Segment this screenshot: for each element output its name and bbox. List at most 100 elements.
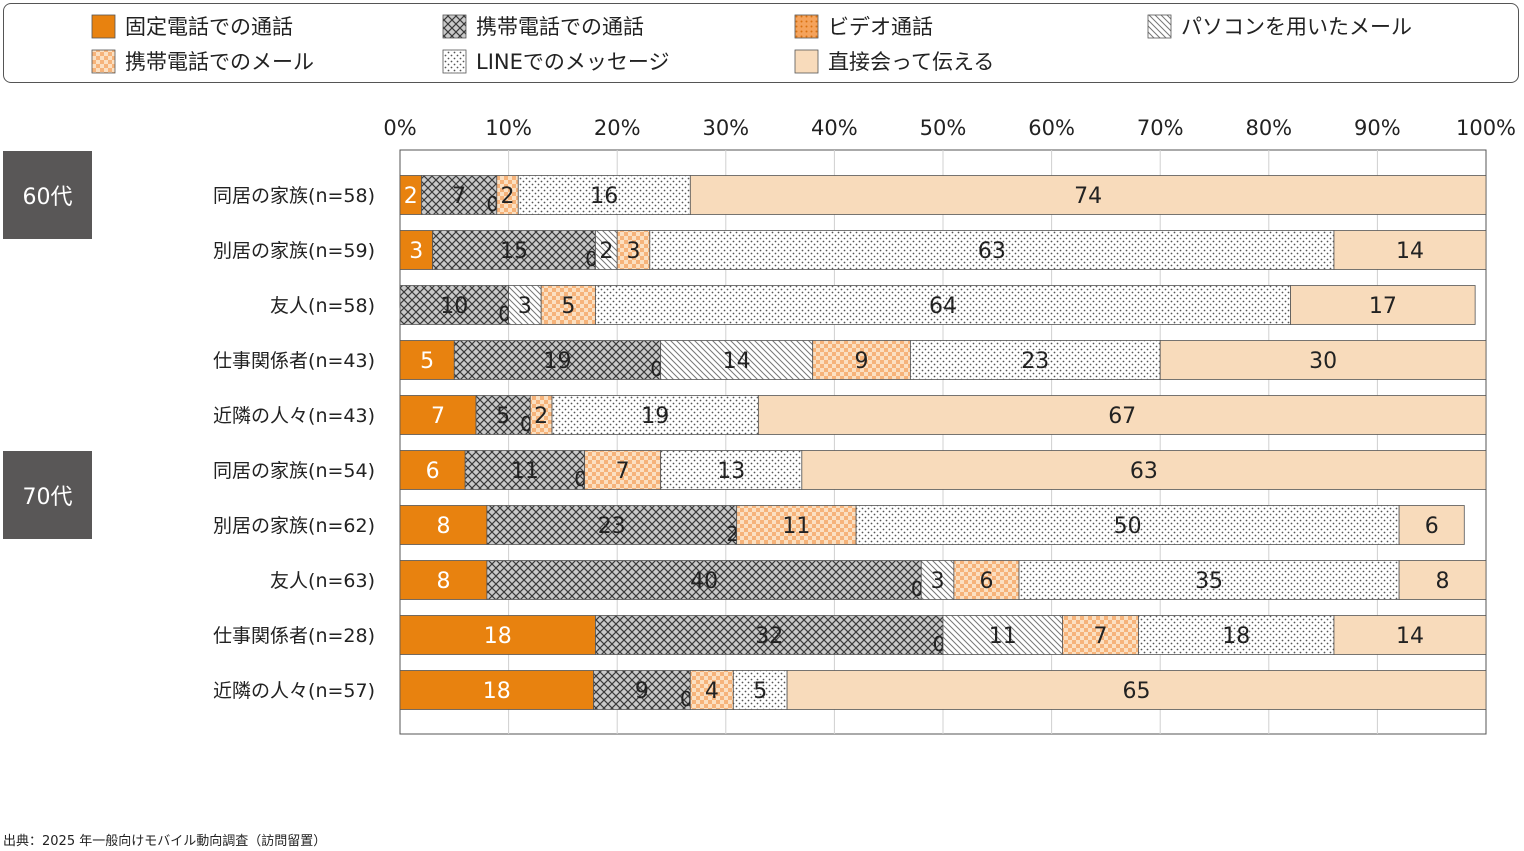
bar-segment xyxy=(689,670,734,710)
segment-value-label: 0 xyxy=(390,302,403,326)
segment-value-label: 4 xyxy=(705,679,719,704)
legend-item: パソコンを用いたメール xyxy=(1147,14,1412,39)
bar-segment xyxy=(1398,560,1487,600)
segment-value-label: 2 xyxy=(501,184,515,209)
bar-segment xyxy=(486,505,738,545)
legend xyxy=(3,3,1519,83)
bar-segment xyxy=(1062,615,1139,655)
bar-segment xyxy=(399,340,455,380)
segment-value-label: 11 xyxy=(782,514,810,539)
segment-value-label: 65 xyxy=(1123,679,1151,704)
segment-value-label: 3 xyxy=(518,294,532,319)
bar-segment xyxy=(786,670,1487,710)
legend-label: 携帯電話でのメール xyxy=(125,50,314,74)
bar-segment xyxy=(399,670,594,710)
segment-value-label: 63 xyxy=(1130,459,1158,484)
bar-segment xyxy=(399,230,433,270)
segment-value-label: 8 xyxy=(1436,569,1450,594)
legend-label: LINEでのメッセージ xyxy=(476,50,669,74)
segment-value-label: 0 xyxy=(933,632,946,656)
segment-value-label: 2 xyxy=(404,184,418,209)
bar-segment xyxy=(399,450,466,490)
category-label: 別居の家族(n=62) xyxy=(213,515,375,537)
bar-segment xyxy=(1159,340,1487,380)
category-label: 同居の家族(n=54) xyxy=(213,460,375,482)
bar-segment xyxy=(1018,560,1400,600)
bar-segment xyxy=(421,175,498,215)
bar-segment xyxy=(517,175,691,215)
legend-item: ビデオ通話 xyxy=(794,14,933,39)
category-label: 近隣の人々(n=43) xyxy=(213,405,375,427)
bar-row: 同居の家族(n=54)6110071363 xyxy=(213,450,1487,491)
segment-value-label: 14 xyxy=(1396,239,1424,264)
segment-value-label: 13 xyxy=(717,459,745,484)
segment-value-label: 2 xyxy=(599,239,613,264)
bar-row: 近隣の人々(n=43)750021967 xyxy=(213,395,1487,436)
bar-segment xyxy=(801,450,1487,490)
segment-value-label: 2 xyxy=(534,404,548,429)
segment-value-label: 19 xyxy=(641,404,669,429)
bar-segment xyxy=(689,175,1487,215)
bar-segment xyxy=(595,285,1291,325)
bar-segment xyxy=(453,340,662,380)
category-label: 同居の家族(n=58) xyxy=(213,185,375,207)
segment-value-label: 6 xyxy=(979,569,993,594)
segment-value-label: 18 xyxy=(483,679,511,704)
bar-segment xyxy=(1333,615,1487,655)
segment-value-label: 14 xyxy=(723,349,751,374)
segment-value-label: 64 xyxy=(929,294,957,319)
segment-value-label: 74 xyxy=(1074,184,1102,209)
segment-value-label: 23 xyxy=(1021,349,1049,374)
segment-value-label: 7 xyxy=(452,184,466,209)
legend-item: 携帯電話での通話 xyxy=(442,14,644,39)
segment-value-label: 5 xyxy=(420,349,434,374)
x-tick-label: 30% xyxy=(702,116,749,140)
legend-swatch xyxy=(442,14,467,39)
bar-segment xyxy=(399,615,596,655)
legend-item: 携帯電話でのメール xyxy=(91,49,314,74)
bar-segment xyxy=(812,340,911,380)
legend-label: 携帯電話での通話 xyxy=(476,15,644,39)
bar-segment xyxy=(584,450,662,490)
segment-value-label: 8 xyxy=(436,514,450,539)
bar-segment xyxy=(486,560,922,600)
category-label: 友人(n=58) xyxy=(270,295,375,317)
x-tick-label: 50% xyxy=(920,116,967,140)
segment-value-label: 2 xyxy=(726,522,739,546)
segment-value-label: 0 xyxy=(911,577,924,601)
segment-value-label: 0 xyxy=(574,467,587,491)
x-tick-label: 40% xyxy=(811,116,858,140)
segment-value-label: 15 xyxy=(500,239,528,264)
segment-value-label: 63 xyxy=(978,239,1006,264)
bar-row: 別居の家族(n=59) 3 15 0 2 3 63 14 xyxy=(213,230,1487,271)
segment-value-label: 6 xyxy=(426,459,440,484)
segment-value-label: 0 xyxy=(520,412,533,436)
bar-segment xyxy=(432,230,596,270)
x-tick-label: 90% xyxy=(1354,116,1401,140)
bar-row: 近隣の人々(n=57)189004565 xyxy=(213,670,1487,711)
segment-value-label: 17 xyxy=(1369,294,1397,319)
bar-segment xyxy=(508,285,542,325)
segment-value-label: 30 xyxy=(1309,349,1337,374)
legend-item: 固定電話での通話 xyxy=(91,14,293,39)
legend-label: 直接会って伝える xyxy=(828,50,994,74)
segment-value-label: 3 xyxy=(931,569,945,594)
legend-label: 固定電話での通話 xyxy=(125,15,293,39)
bar-segment xyxy=(855,505,1400,545)
legend-swatch xyxy=(442,49,467,74)
legend-label: パソコンを用いたメール xyxy=(1181,15,1412,39)
segment-value-label: 19 xyxy=(543,349,571,374)
bar-segment xyxy=(910,340,1161,380)
legend-swatch xyxy=(91,49,116,74)
segment-value-label: 5 xyxy=(753,679,767,704)
segment-value-label: 11 xyxy=(989,624,1017,649)
segment-value-label: 8 xyxy=(436,569,450,594)
segment-value-label: 0 xyxy=(498,302,511,326)
segment-value-label: 11 xyxy=(511,459,539,484)
category-label: 友人(n=63) xyxy=(270,570,375,592)
bar-segment xyxy=(595,615,944,655)
x-tick-label: 100% xyxy=(1456,116,1516,140)
segment-value-label: 23 xyxy=(598,514,626,539)
segment-value-label: 16 xyxy=(590,184,618,209)
bar-segment xyxy=(953,560,1020,600)
